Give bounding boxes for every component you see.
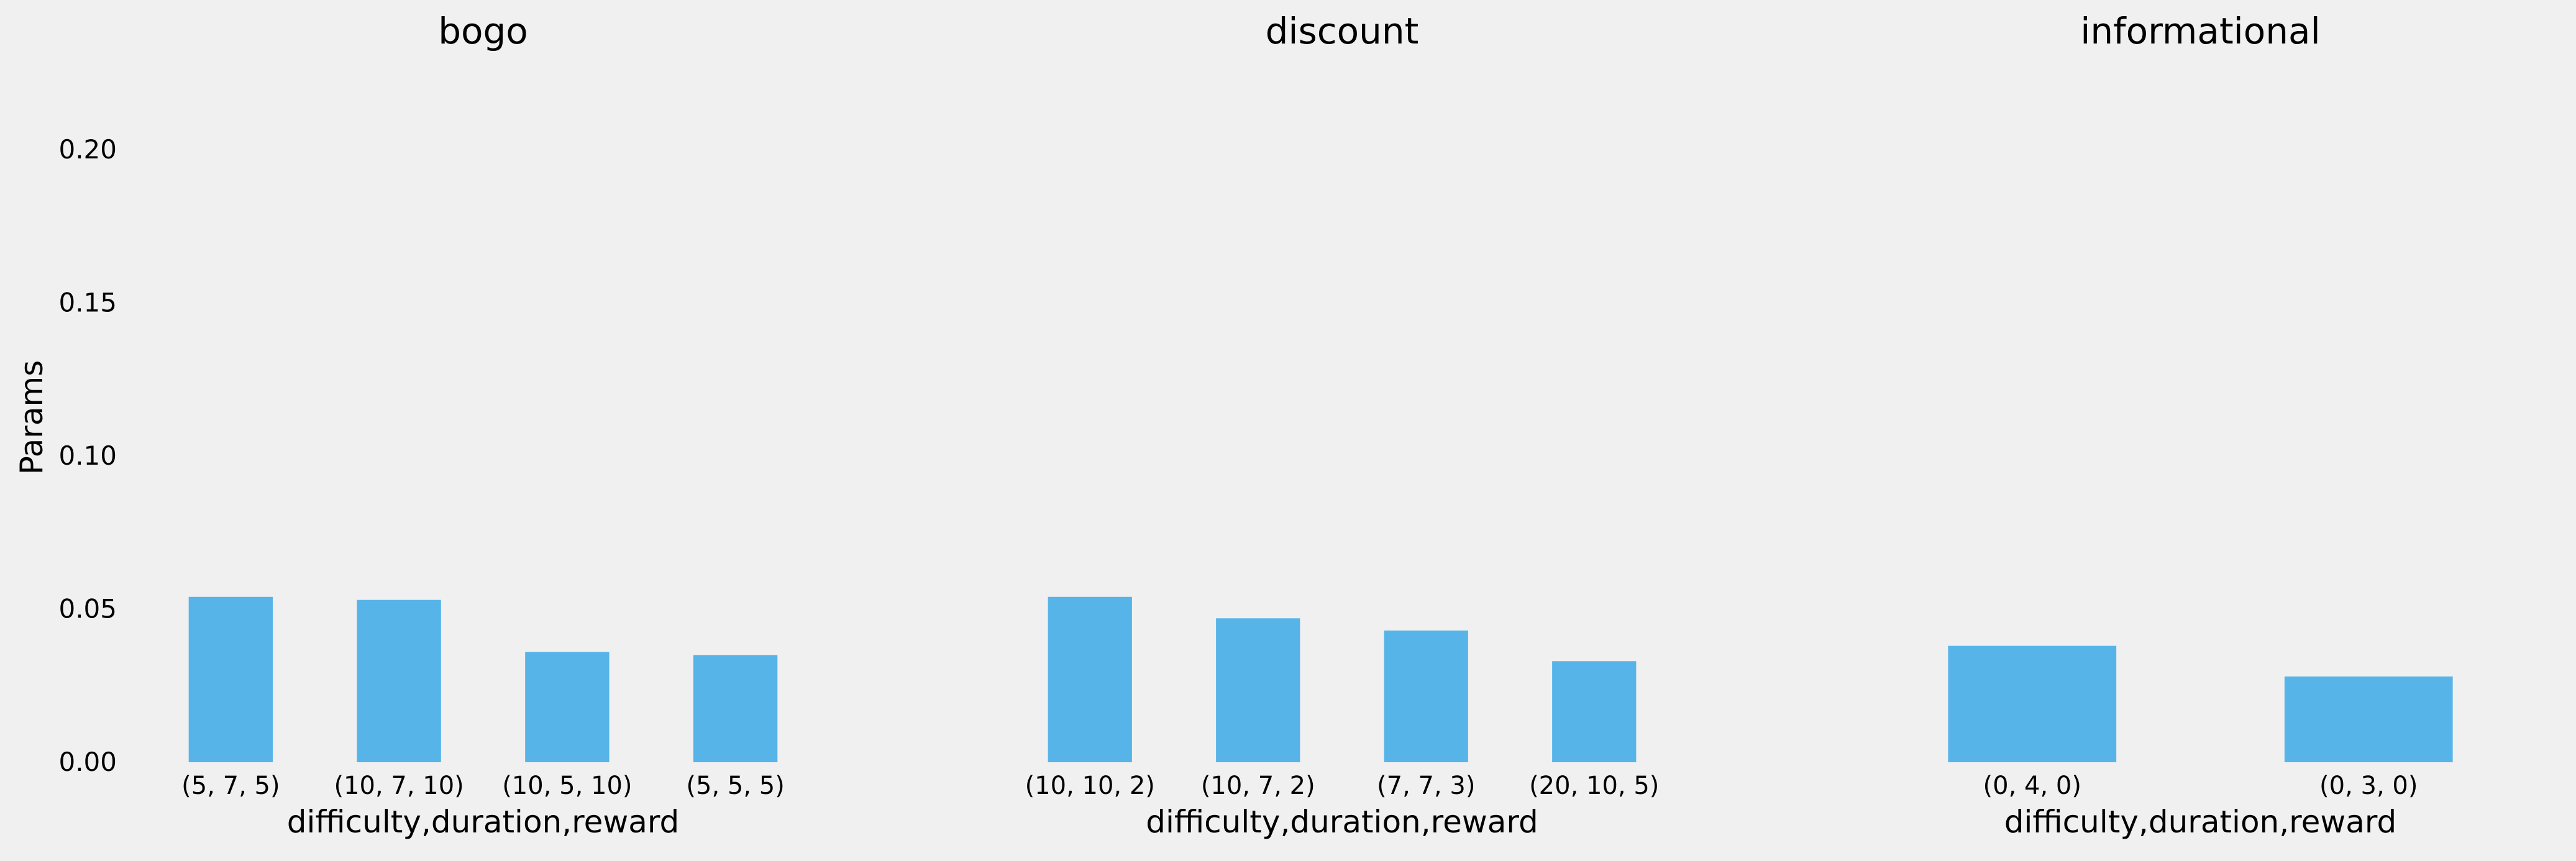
x-tick-label: (10, 7, 10)	[334, 772, 464, 800]
x-axis-label: difficulty,duration,reward	[287, 804, 680, 840]
bar	[1384, 631, 1468, 762]
x-tick-label: (0, 4, 0)	[1983, 772, 2081, 800]
bar	[2284, 676, 2453, 762]
y-tick-label: 0.20	[58, 134, 117, 165]
y-axis-label: Params	[14, 360, 50, 475]
bar	[1552, 661, 1637, 762]
panel-title: bogo	[438, 10, 528, 52]
bar	[357, 599, 441, 762]
bar	[1048, 596, 1132, 762]
x-tick-label: (7, 7, 3)	[1377, 772, 1475, 800]
y-tick-label: 0.05	[58, 594, 117, 624]
y-tick-label: 0.00	[58, 747, 117, 777]
bar	[525, 652, 610, 762]
bar	[1948, 645, 2117, 762]
x-tick-label: (10, 10, 2)	[1025, 772, 1155, 800]
y-tick-label: 0.10	[58, 440, 117, 471]
panel-title: discount	[1266, 10, 1419, 52]
bar	[1216, 618, 1300, 762]
x-tick-label: (10, 5, 10)	[502, 772, 632, 800]
x-tick-label: (5, 5, 5)	[686, 772, 784, 800]
x-axis-label: difficulty,duration,reward	[1146, 804, 1538, 840]
y-tick-label: 0.15	[58, 288, 117, 318]
bar	[188, 596, 273, 762]
x-axis-label: difficulty,duration,reward	[2004, 804, 2397, 840]
x-tick-label: (0, 3, 0)	[2319, 772, 2418, 800]
x-tick-label: (5, 7, 5)	[181, 772, 280, 800]
panel-title: informational	[2080, 10, 2320, 52]
bar	[693, 655, 778, 762]
x-tick-label: (10, 7, 2)	[1201, 772, 1315, 800]
x-tick-label: (20, 10, 5)	[1529, 772, 1659, 800]
